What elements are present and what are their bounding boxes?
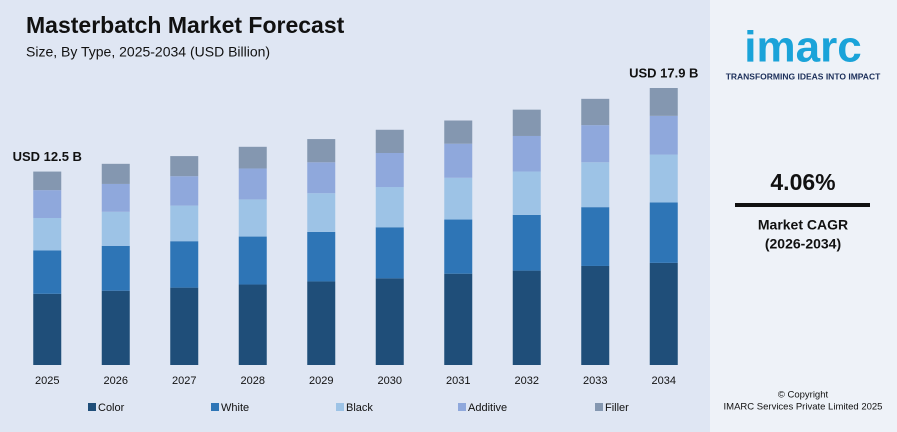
bar-segment bbox=[170, 176, 199, 206]
bar-segment bbox=[170, 241, 199, 288]
bar-segment bbox=[375, 278, 404, 365]
bar-segment bbox=[512, 214, 541, 271]
bar-segment bbox=[238, 284, 267, 365]
bar-segment bbox=[170, 156, 199, 177]
bar-segment bbox=[307, 281, 336, 365]
x-tick-label: 2034 bbox=[652, 375, 676, 387]
bar-segment bbox=[101, 183, 130, 212]
divider bbox=[735, 203, 870, 207]
bar-segment bbox=[444, 219, 473, 274]
bar-segment bbox=[375, 187, 404, 228]
bar-segment bbox=[33, 293, 62, 365]
x-tick-label: 2032 bbox=[515, 375, 539, 387]
bar-segment bbox=[170, 205, 199, 242]
legend-swatch bbox=[336, 403, 344, 411]
x-tick-label: 2028 bbox=[241, 375, 265, 387]
bar-segment bbox=[581, 162, 610, 208]
chart-subtitle: Size, By Type, 2025-2034 (USD Billion) bbox=[26, 44, 270, 60]
bar-segment bbox=[581, 98, 610, 126]
legend-label: Additive bbox=[468, 402, 507, 414]
bar-segment bbox=[581, 125, 610, 163]
bar-segment bbox=[101, 290, 130, 365]
bar-segment bbox=[307, 231, 336, 282]
bar-segment bbox=[238, 199, 267, 237]
tagline: TRANSFORMING IDEAS INTO IMPACT bbox=[726, 71, 881, 81]
legend-label: Black bbox=[346, 402, 373, 414]
x-tick-label: 2029 bbox=[309, 375, 333, 387]
legend-label: Color bbox=[98, 402, 125, 414]
bar-segment bbox=[33, 217, 62, 251]
bar-segment bbox=[101, 211, 130, 246]
bar-segment bbox=[375, 129, 404, 153]
bar-segment bbox=[307, 139, 336, 163]
annotation: USD 17.9 B bbox=[629, 65, 698, 80]
bar-segment bbox=[512, 109, 541, 136]
bar-segment bbox=[101, 245, 130, 291]
bar-segment bbox=[33, 190, 62, 218]
bar-segment bbox=[581, 265, 610, 365]
bar-segment bbox=[444, 177, 473, 220]
x-tick-label: 2025 bbox=[35, 375, 59, 387]
bar-segment bbox=[512, 135, 541, 172]
bar-segment bbox=[307, 193, 336, 232]
bar-segment bbox=[33, 171, 62, 191]
bar-segment bbox=[375, 152, 404, 188]
bar-segment bbox=[375, 227, 404, 279]
bar-segment bbox=[649, 262, 678, 365]
legend-swatch bbox=[211, 403, 219, 411]
x-tick-label: 2026 bbox=[104, 375, 128, 387]
legend-swatch bbox=[458, 403, 466, 411]
copyright: © Copyright bbox=[778, 390, 829, 401]
bar-segment bbox=[444, 273, 473, 365]
bar-segment bbox=[581, 207, 610, 266]
cagr-period: (2026-2034) bbox=[765, 236, 841, 252]
cagr-value: 4.06% bbox=[770, 169, 835, 195]
legend-swatch bbox=[595, 403, 603, 411]
x-tick-label: 2033 bbox=[583, 375, 607, 387]
logo: imarc bbox=[744, 23, 861, 72]
x-tick-label: 2030 bbox=[378, 375, 402, 387]
bar-segment bbox=[307, 162, 336, 194]
x-tick-label: 2027 bbox=[172, 375, 196, 387]
legend-swatch bbox=[88, 403, 96, 411]
bar-segment bbox=[444, 143, 473, 178]
legend-label: White bbox=[221, 402, 249, 414]
bar-segment bbox=[649, 202, 678, 263]
bar-segment bbox=[238, 146, 267, 169]
annotation: USD 12.5 B bbox=[13, 149, 82, 164]
bar-segment bbox=[101, 163, 130, 184]
sidebar-background bbox=[710, 0, 897, 432]
bar-segment bbox=[238, 168, 267, 200]
legend-label: Filler bbox=[605, 402, 629, 414]
bar-segment bbox=[444, 120, 473, 144]
bar-segment bbox=[649, 115, 678, 155]
company: IMARC Services Private Limited 2025 bbox=[724, 402, 883, 413]
bar-segment bbox=[649, 88, 678, 116]
chart-title: Masterbatch Market Forecast bbox=[26, 12, 345, 38]
cagr-label: Market CAGR bbox=[758, 217, 848, 233]
x-tick-label: 2031 bbox=[446, 375, 470, 387]
bar-segment bbox=[238, 236, 267, 285]
bar-segment bbox=[33, 250, 62, 294]
bar-segment bbox=[512, 171, 541, 215]
bar-segment bbox=[512, 270, 541, 365]
bar-segment bbox=[170, 287, 199, 365]
bar-segment bbox=[649, 154, 678, 203]
